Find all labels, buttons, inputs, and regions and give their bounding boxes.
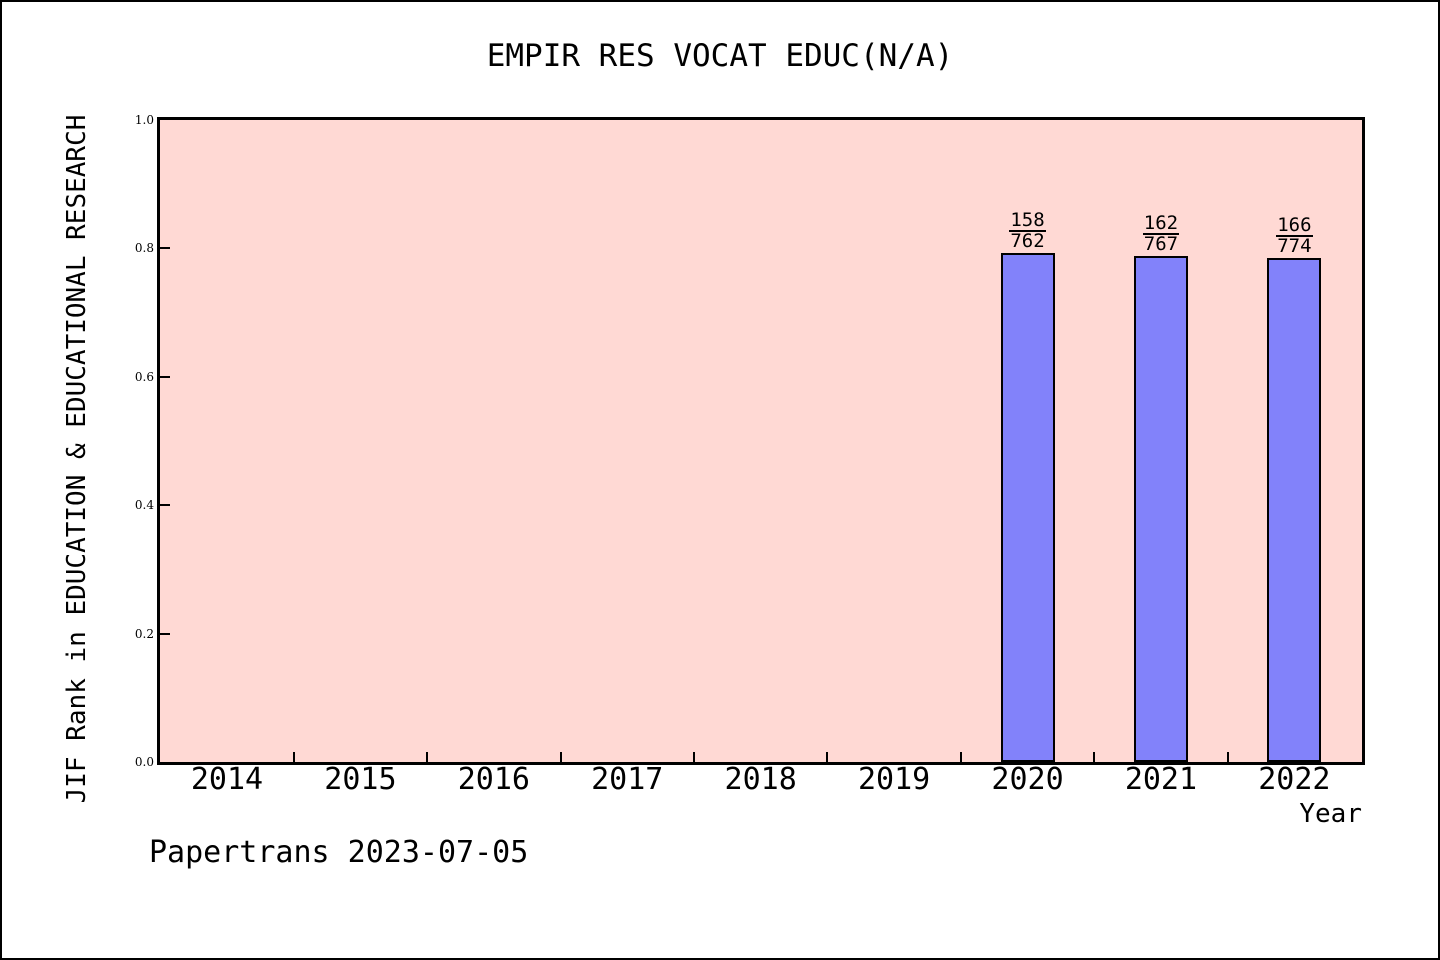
y-tick-label: 0.2 (134, 626, 154, 641)
y-axis-tick (160, 247, 170, 250)
x-tick-label-2019: 2019 (857, 762, 931, 797)
plot-area: 158 762 162 767 166 774 (157, 117, 1365, 765)
y-tick-label: 0.4 (134, 498, 154, 513)
y-tick-label: 0.0 (134, 755, 154, 769)
bar-2020 (1000, 253, 1055, 762)
x-axis-tick (959, 752, 962, 762)
chart-title: EMPIR RES VOCAT EDUC(N/A) (486, 38, 954, 74)
x-axis-tick (1226, 752, 1229, 762)
x-axis-tick (1093, 752, 1096, 762)
y-axis-tick (160, 375, 170, 378)
x-tick-label-2016: 2016 (457, 762, 530, 797)
bar-value-denominator: 774 (1277, 235, 1312, 257)
x-axis-label: Year (1299, 799, 1362, 829)
x-axis-tick (692, 752, 695, 762)
x-axis-tick (292, 752, 295, 762)
x-tick-label-2014: 2014 (190, 762, 264, 797)
x-axis-tick (826, 752, 829, 762)
bar-value-denominator: 767 (1143, 233, 1179, 255)
bar-value-numerator: 166 (1276, 214, 1313, 237)
x-tick-label-2017: 2017 (591, 762, 664, 797)
y-tick-label: 0.8 (134, 241, 154, 256)
footer-watermark: Papertrans 2023-07-05 (149, 835, 529, 870)
bar-value-label-2022: 166 774 (1249, 216, 1339, 256)
y-axis-label: JIF Rank in EDUCATION & EDUCATIONAL RESE… (62, 114, 92, 804)
y-tick-label: 0.6 (134, 369, 154, 384)
x-axis-tick (426, 752, 429, 762)
y-axis-tick (160, 504, 170, 507)
y-tick-label: 1.0 (134, 113, 154, 127)
bar-value-numerator: 158 (1009, 209, 1046, 232)
bar-2022 (1267, 258, 1322, 762)
x-tick-label-2022: 2022 (1258, 762, 1331, 797)
x-tick-label-2020: 2020 (991, 762, 1064, 797)
bar-value-denominator: 762 (1010, 230, 1045, 252)
bar-value-label-2020: 158 762 (983, 211, 1073, 251)
bar-2021 (1133, 256, 1188, 762)
bar-value-numerator: 162 (1142, 212, 1180, 235)
x-tick-label-2021: 2021 (1124, 762, 1198, 797)
x-axis-tick (559, 752, 562, 762)
x-tick-label-2018: 2018 (724, 762, 797, 797)
x-tick-label-2015: 2015 (324, 762, 397, 797)
y-axis-tick (160, 632, 170, 635)
bar-value-label-2021: 162 767 (1116, 214, 1206, 254)
